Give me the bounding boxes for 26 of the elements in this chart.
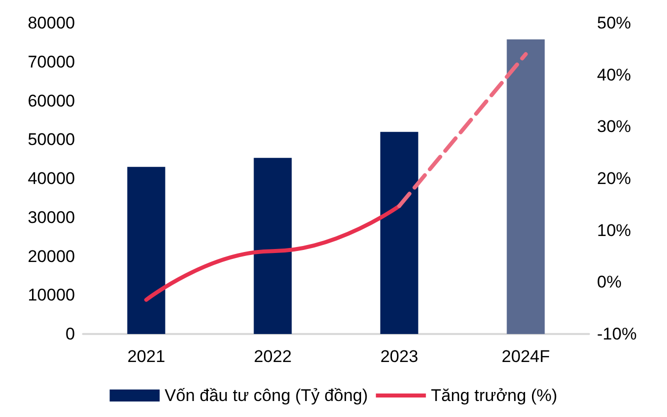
y-tick-label: 40000 [28, 169, 75, 188]
x-tick-label: 2024F [502, 347, 550, 366]
bar [506, 39, 545, 334]
legend-label: Tăng trưởng (%) [430, 386, 558, 405]
bar [380, 132, 418, 334]
y2-tick-label: 50% [597, 14, 632, 32]
y-tick-label: 0 [66, 324, 75, 344]
y-tick-label: 30000 [28, 208, 75, 227]
x-tick-label: 2021 [127, 347, 166, 366]
x-tick-label: 2022 [254, 347, 292, 366]
y-tick-label: 80000 [28, 14, 75, 32]
y2-tick-label: 0% [597, 272, 622, 292]
y-tick-label: 50000 [28, 130, 75, 150]
x-tick-label: 2023 [380, 347, 418, 366]
y2-tick-label: -10% [597, 324, 637, 344]
legend-label: Vốn đầu tư công (Tỷ đồng) [164, 386, 368, 405]
y2-tick-label: 20% [597, 169, 632, 188]
bar [254, 158, 292, 334]
y-tick-label: 10000 [28, 286, 75, 305]
y2-tick-label: 30% [597, 117, 632, 136]
y-tick-label: 70000 [28, 52, 75, 72]
bar [127, 166, 166, 334]
y-tick-label: 60000 [28, 91, 75, 110]
y2-tick-label: 10% [597, 220, 632, 240]
y-tick-label: 20000 [28, 246, 75, 266]
y2-tick-label: 40% [597, 65, 632, 84]
